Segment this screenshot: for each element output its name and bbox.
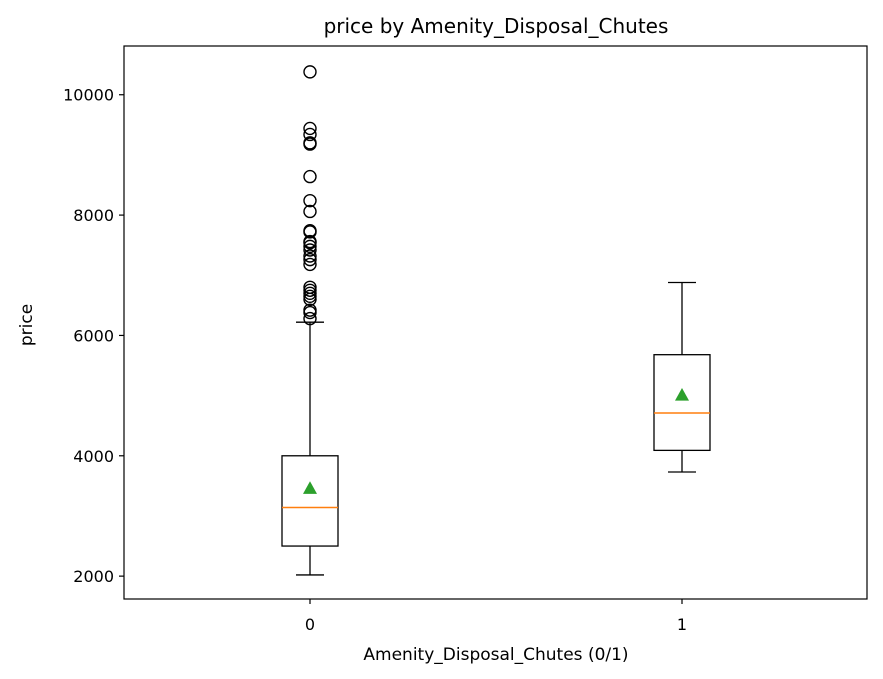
outlier-0-14 (303, 234, 317, 249)
y-tick-label-10000: 10000 (63, 86, 114, 105)
box-0 (281, 455, 339, 547)
outlier-0-23 (303, 121, 317, 136)
plot-frame (123, 45, 868, 600)
outlier-0-0 (303, 311, 317, 326)
x-axis-label: Amenity_Disposal_Chutes (0/1) (363, 645, 628, 665)
outlier-0-21 (303, 136, 317, 150)
outlier-0-7 (303, 280, 317, 294)
outlier-0-24 (303, 65, 317, 79)
outlier-0-19 (303, 169, 317, 184)
x-tick-label-0: 0 (305, 615, 315, 634)
outlier-0-18 (303, 193, 317, 208)
outlier-0-6 (303, 283, 317, 298)
outlier-0-2 (303, 303, 317, 317)
outlier-0-12 (303, 239, 317, 254)
box-1 (653, 354, 711, 452)
y-axis-label: price (17, 304, 37, 346)
outlier-0-5 (303, 286, 317, 301)
outlier-0-4 (303, 289, 317, 304)
y-tick-label-6000: 6000 (73, 326, 114, 345)
y-tick-label-8000: 8000 (73, 206, 114, 225)
outlier-0-16 (303, 224, 317, 238)
plot-area: 2000 4000 6000 8000 10000 0 1 (63, 65, 711, 634)
mean-marker-1 (675, 388, 689, 401)
y-tick-label-2000: 2000 (73, 567, 114, 586)
chart-title: price by Amenity_Disposal_Chutes (324, 14, 669, 38)
y-tick-label-4000: 4000 (73, 447, 114, 466)
outlier-0-22 (303, 127, 317, 142)
outlier-0-17 (303, 204, 317, 219)
outlier-0-11 (303, 243, 317, 257)
outlier-0-8 (303, 257, 317, 272)
mean-marker-0 (303, 481, 317, 494)
outlier-0-10 (303, 249, 317, 263)
outlier-0-9 (303, 252, 317, 267)
x-tick-label-1: 1 (677, 615, 687, 634)
